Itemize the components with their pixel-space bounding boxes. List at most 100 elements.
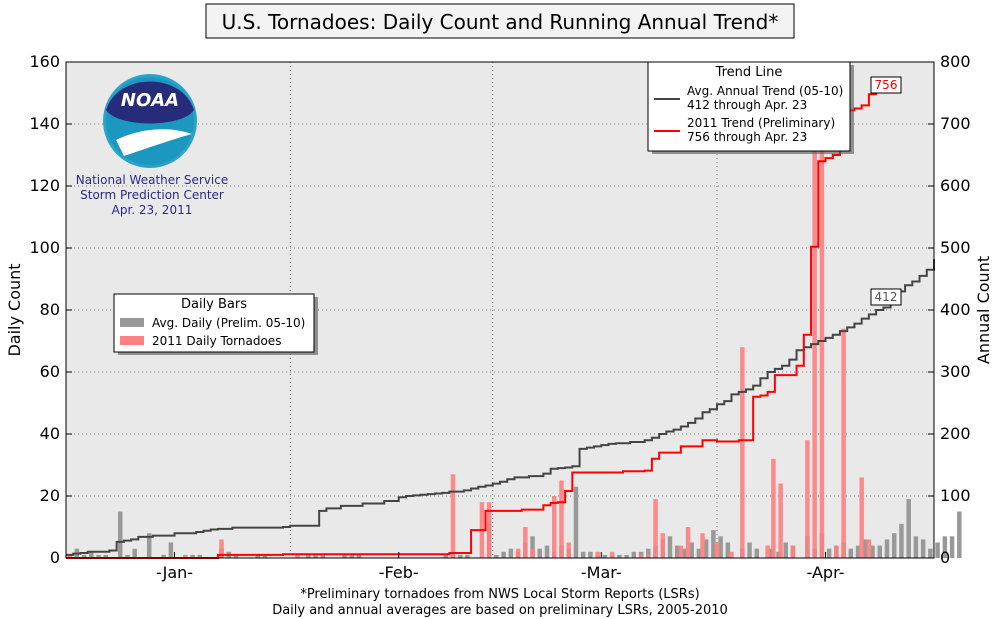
legend-2011-trend-label-2: 756 through Apr. 23 — [687, 130, 807, 144]
avg-daily-bar — [877, 545, 882, 558]
daily-2011-bar — [866, 539, 872, 558]
avg-daily-bar — [696, 548, 702, 558]
avg-daily-bar — [884, 539, 890, 558]
avg-daily-bar — [747, 542, 752, 558]
daily-2011-bar — [219, 539, 224, 558]
avg-daily-bar — [118, 511, 123, 558]
daily-2011-bar — [295, 554, 300, 558]
avg-daily-bar — [530, 536, 535, 558]
daily-2011-bar — [678, 545, 684, 558]
avg-daily-bar — [255, 554, 260, 558]
daily-2011-bar — [646, 554, 651, 558]
avg-daily-bar — [631, 551, 637, 558]
avg-daily-bar — [863, 539, 868, 558]
avg-daily-bar — [573, 486, 579, 558]
avg-daily-bar — [262, 554, 268, 558]
daily-2011-bar — [841, 328, 846, 558]
avg-daily-bar — [848, 548, 854, 558]
daily-2011-bar — [486, 502, 492, 558]
avg-daily-bar — [949, 536, 955, 558]
end-label-avg: 412 — [870, 288, 902, 306]
x-tick-label: -Apr- — [807, 563, 845, 582]
noaa-logo-text: NOAA — [121, 90, 179, 111]
left-tick-label: 60 — [40, 362, 60, 381]
avg-daily-bar — [891, 533, 897, 558]
avg-daily-bar — [718, 536, 723, 558]
avg-daily-bar — [783, 542, 788, 558]
org-text: National Weather Service Storm Predictio… — [76, 173, 229, 217]
y-axis-right-label: Annual Count — [974, 256, 993, 364]
avg-daily-bar — [349, 554, 354, 558]
avg-daily-bar — [457, 554, 463, 558]
left-tick-label: 160 — [29, 52, 60, 71]
legend-avg-trend-label-2: 412 through Apr. 23 — [687, 98, 807, 112]
avg-daily-bar — [465, 554, 470, 558]
daily-2011-bar — [714, 542, 720, 558]
legend-daily-bars: Daily Bars Avg. Daily (Prelim. 05-10) 20… — [113, 293, 318, 355]
legend-avg-daily-swatch — [120, 318, 144, 327]
daily-2011-bar — [765, 545, 770, 558]
avg-daily-bar — [443, 554, 448, 558]
left-tick-label: 100 — [29, 238, 60, 257]
chart-title: U.S. Tornadoes: Daily Count and Running … — [222, 10, 779, 34]
legend-avg-daily-label: Avg. Daily (Prelim. 05-10) — [152, 316, 305, 330]
avg-daily-bar — [494, 554, 499, 558]
avg-daily-bar — [667, 536, 673, 558]
daily-2011-bar — [183, 554, 188, 558]
avg-daily-bar — [103, 554, 109, 558]
daily-2011-bar — [638, 554, 644, 558]
avg-daily-bar — [96, 554, 101, 558]
daily-2011-bar — [523, 527, 528, 558]
right-tick-label: 200 — [940, 424, 971, 443]
daily-2011-bar — [660, 533, 665, 558]
avg-daily-bar — [342, 554, 347, 558]
avg-daily-bar — [602, 554, 608, 558]
avg-daily-bar — [501, 551, 506, 558]
chart-title-box: U.S. Tornadoes: Daily Count and Running … — [205, 3, 795, 39]
avg-daily-bar — [711, 530, 716, 558]
org-line-3: Apr. 23, 2011 — [112, 203, 193, 217]
daily-2011-bar — [700, 533, 705, 558]
avg-daily-bar — [132, 548, 137, 558]
y-axis-left-label: Daily Count — [5, 263, 24, 356]
daily-2011-bar — [515, 548, 521, 558]
daily-2011-bar — [559, 480, 564, 558]
right-tick-label: 300 — [940, 362, 971, 381]
avg-daily-bar — [81, 554, 87, 558]
legend-2011-daily-swatch — [120, 336, 144, 345]
avg-daily-bar — [89, 551, 94, 558]
footnote-2: Daily and annual averages are based on p… — [272, 603, 728, 618]
legend-avg-trend-label-1: Avg. Annual Trend (05-10) — [687, 84, 843, 98]
avg-daily-bar — [754, 548, 760, 558]
daily-2011-bar — [790, 545, 796, 558]
x-tick-label: -Feb- — [379, 563, 419, 582]
avg-daily-bar — [920, 539, 926, 558]
legend-2011-daily-label: 2011 Daily Tornadoes — [152, 334, 281, 348]
org-line-1: National Weather Service — [76, 173, 229, 187]
daily-2011-bar — [771, 458, 776, 558]
daily-2011-bar — [566, 542, 571, 558]
footnote-1: *Preliminary tornadoes from NWS Local St… — [300, 587, 699, 602]
avg-daily-bar — [703, 539, 709, 558]
avg-daily-bar — [826, 548, 832, 558]
avg-daily-bar — [682, 548, 687, 558]
legend-daily-bars-title: Daily Bars — [181, 297, 247, 312]
avg-daily-bar — [588, 551, 593, 558]
avg-daily-bar — [190, 554, 195, 558]
avg-daily-bar — [957, 511, 962, 558]
daily-2011-bar — [552, 496, 557, 558]
avg-daily-bar — [870, 545, 875, 558]
daily-2011-bar — [740, 347, 745, 558]
daily-2011-bar — [530, 548, 535, 558]
avg-daily-bar — [197, 554, 203, 558]
x-tick-label: -Jan- — [156, 563, 193, 582]
daily-2011-bar — [450, 474, 456, 558]
daily-2011-bar — [609, 551, 615, 558]
right-axis: 0 100 200 300 400 500 600 700 800 — [928, 52, 971, 567]
left-axis: 0 20 40 60 80 100 120 140 160 — [29, 52, 72, 567]
daily-2011-bar — [834, 545, 839, 558]
avg-daily-bar — [320, 554, 326, 558]
avg-annual-trend-line — [66, 259, 935, 556]
avg-daily-bar — [942, 536, 948, 558]
